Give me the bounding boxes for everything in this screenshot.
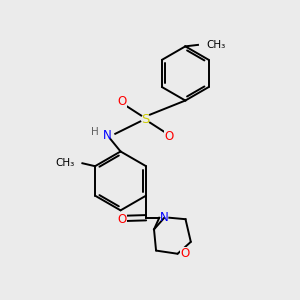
Text: N: N (160, 211, 169, 224)
Text: CH₃: CH₃ (206, 40, 225, 50)
Text: O: O (117, 213, 127, 226)
Text: N: N (103, 129, 112, 142)
Text: H: H (91, 127, 99, 137)
Text: O: O (117, 95, 127, 108)
Text: O: O (180, 247, 190, 260)
Text: O: O (164, 130, 174, 143)
Text: S: S (141, 112, 150, 126)
Text: CH₃: CH₃ (55, 158, 74, 168)
